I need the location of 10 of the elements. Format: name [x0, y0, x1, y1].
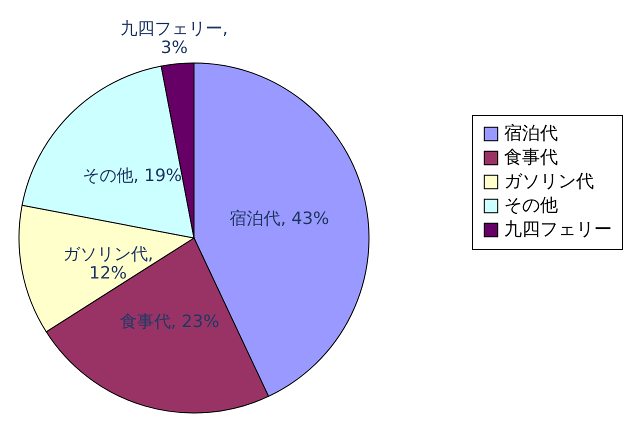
data-label: 食事代, 23% — [120, 312, 220, 332]
legend-label: 食事代 — [504, 147, 558, 168]
legend-label: 宿泊代 — [504, 123, 558, 144]
data-label: 九四フェリー, 3% — [120, 18, 228, 58]
legend-label: その他 — [504, 195, 558, 216]
legend-label: ガソリン代 — [504, 171, 594, 192]
data-label: 宿泊代, 43% — [230, 208, 330, 229]
legend-label: 九四フェリー — [504, 219, 612, 240]
data-label: その他, 19% — [82, 166, 182, 186]
data-label: ガソリン代, 12% — [62, 244, 154, 284]
